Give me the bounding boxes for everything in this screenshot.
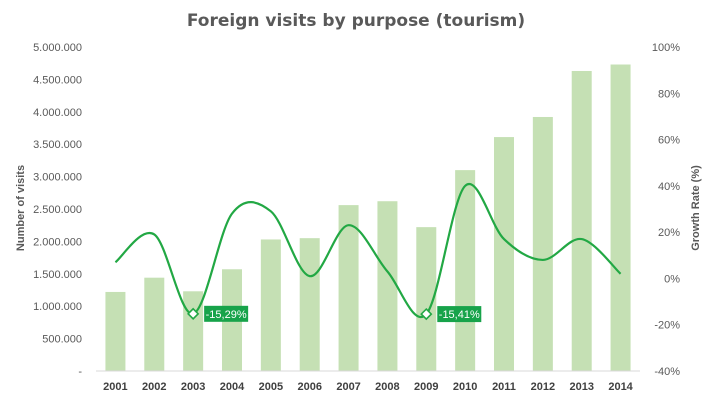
x-tick-label: 2011 bbox=[492, 381, 516, 393]
y-tick-label: 1.500.000 bbox=[33, 269, 82, 281]
y-tick-label: 3.500.000 bbox=[33, 139, 82, 151]
y-axis-label: Number of visits bbox=[15, 165, 27, 251]
annotation-label-2003: -15,29% bbox=[206, 309, 247, 321]
y-tick-label: 4.500.000 bbox=[33, 74, 82, 86]
y2-tick-label: 0% bbox=[664, 273, 680, 285]
annotation-box-2003 bbox=[204, 305, 249, 322]
bar-2008 bbox=[377, 201, 398, 371]
annotations: -15,29% -15,41% bbox=[187, 305, 482, 323]
bar-2012 bbox=[532, 116, 553, 371]
y-tick-label: 4.000.000 bbox=[33, 107, 82, 119]
bar-2002 bbox=[144, 277, 165, 371]
y2-tick-label: -40% bbox=[654, 366, 680, 378]
y2-tick-label: 80% bbox=[658, 88, 680, 100]
bar-2013 bbox=[571, 70, 592, 371]
bar-series bbox=[105, 64, 631, 371]
bar-2014 bbox=[610, 64, 631, 371]
y-tick-label: - bbox=[78, 366, 82, 378]
bar-2006 bbox=[299, 238, 320, 371]
x-tick-label: 2008 bbox=[375, 381, 399, 393]
annotation-label-2009: -15,41% bbox=[439, 309, 480, 321]
x-tick-label: 2005 bbox=[259, 381, 283, 393]
y-tick-label: 5.000.000 bbox=[33, 42, 82, 54]
bar-2009 bbox=[416, 227, 437, 371]
y2-tick-label: 60% bbox=[658, 135, 680, 147]
bar-2005 bbox=[260, 239, 281, 371]
y-tick-label: 2.000.000 bbox=[33, 236, 82, 248]
x-tick-label: 2010 bbox=[453, 381, 477, 393]
x-tick-label: 2006 bbox=[297, 381, 321, 393]
bar-2007 bbox=[338, 205, 359, 371]
y2-tick-label: -20% bbox=[654, 320, 680, 332]
x-tick-label: 2001 bbox=[103, 381, 127, 393]
annotation-marker-2003 bbox=[187, 307, 200, 320]
y-tick-label: 500.000 bbox=[42, 334, 82, 346]
left-axis: - 500.000 1.000.000 1.500.000 2.000.000 2.500… bbox=[33, 42, 82, 378]
x-tick-label: 2003 bbox=[181, 381, 205, 393]
y-tick-label: 2.500.000 bbox=[33, 204, 82, 216]
x-tick-label: 2004 bbox=[220, 381, 245, 393]
x-tick-label: 2007 bbox=[336, 381, 360, 393]
y2-tick-label: 20% bbox=[658, 227, 680, 239]
y2-tick-label: 40% bbox=[658, 181, 680, 193]
annotation-box-2009 bbox=[437, 306, 482, 323]
x-tick-label: 2013 bbox=[569, 381, 593, 393]
x-tick-label: 2002 bbox=[142, 381, 166, 393]
annotation-marker-2009 bbox=[420, 307, 433, 321]
x-tick-label: 2014 bbox=[608, 381, 633, 393]
bar-2011 bbox=[494, 137, 514, 371]
y-tick-label: 1.000.000 bbox=[33, 301, 82, 313]
x-tick-label: 2012 bbox=[531, 381, 555, 393]
y2-axis-label: Growth Rate (%) bbox=[690, 165, 702, 251]
x-tick-label: 2009 bbox=[414, 381, 438, 393]
x-axis: 2001 2002 2003 2004 2005 2006 2007 2008 2009 2010… bbox=[96, 370, 640, 393]
chart-title: Foreign visits by purpose (tourism) bbox=[187, 11, 525, 31]
y2-tick-label: 100% bbox=[652, 42, 680, 54]
y-tick-label: 3.000.000 bbox=[33, 172, 82, 184]
right-axis: -40% -20% 0% 20% 40% 60% 80% 100% bbox=[652, 42, 680, 378]
bar-2001 bbox=[105, 291, 126, 371]
